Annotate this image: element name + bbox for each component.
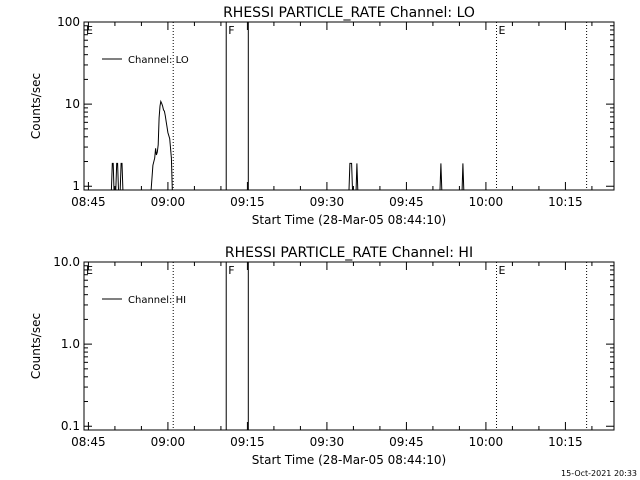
- legend-label: Channel: LO: [128, 55, 189, 66]
- chart-panel-1: RHESSI PARTICLE_RATE Channel: LO Counts/s…: [29, 5, 615, 227]
- series-line: [150, 99, 173, 191]
- x-tick-label: 08:45: [71, 195, 106, 209]
- series-line: [439, 163, 443, 191]
- series-line: [110, 162, 115, 191]
- chart-title: RHESSI PARTICLE_RATE Channel: HI: [225, 245, 473, 261]
- x-tick-label: 10:15: [548, 435, 583, 449]
- x-tick-label: 09:45: [389, 195, 424, 209]
- series-line: [348, 162, 353, 191]
- chart-panel-2: RHESSI PARTICLE_RATE Channel: HI Counts/s…: [29, 245, 615, 467]
- series-line: [119, 162, 124, 191]
- event-marker-label: F: [228, 264, 234, 277]
- chart-panels: RHESSI PARTICLE_RATE Channel: LO Counts/s…: [29, 5, 615, 467]
- x-tick-label: 10:15: [548, 195, 583, 209]
- plot-frame: [83, 261, 615, 431]
- y-tick-label: 10: [65, 97, 80, 111]
- event-marker-label: F: [228, 24, 234, 37]
- event-marker-label: E: [499, 264, 506, 277]
- plot-frame: [83, 21, 615, 191]
- x-tick-label: 09:00: [151, 435, 186, 449]
- event-marker-label: E: [86, 24, 93, 37]
- event-marker-label: E: [86, 264, 93, 277]
- series-line: [355, 163, 359, 191]
- x-tick-label: 09:30: [310, 195, 345, 209]
- y-tick-label: 100: [57, 15, 80, 29]
- x-axis-label: Start Time (28-Mar-05 08:44:10): [252, 213, 446, 227]
- event-marker-label: E: [499, 24, 506, 37]
- x-axis-label: Start Time (28-Mar-05 08:44:10): [252, 453, 446, 467]
- y-tick-label: 1: [72, 179, 80, 193]
- footer-timestamp: 15-Oct-2021 20:33: [561, 469, 637, 478]
- x-tick-label: 10:00: [469, 435, 504, 449]
- legend-label: Channel: HI: [128, 295, 186, 306]
- y-tick-label: 10.0: [53, 255, 80, 269]
- x-tick-label: 09:15: [230, 435, 265, 449]
- x-tick-label: 09:45: [389, 435, 424, 449]
- x-tick-label: 09:30: [310, 435, 345, 449]
- x-tick-label: 09:15: [230, 195, 265, 209]
- series-line: [115, 162, 119, 191]
- series-line: [461, 163, 465, 191]
- y-axis-label: Counts/sec: [29, 313, 43, 379]
- x-tick-label: 09:00: [151, 195, 186, 209]
- x-tick-label: 08:45: [71, 435, 106, 449]
- y-axis-label: Counts/sec: [29, 73, 43, 139]
- y-tick-label: 1.0: [61, 337, 80, 351]
- x-tick-label: 10:00: [469, 195, 504, 209]
- chart-title: RHESSI PARTICLE_RATE Channel: LO: [223, 5, 475, 21]
- y-tick-label: 0.1: [61, 419, 80, 433]
